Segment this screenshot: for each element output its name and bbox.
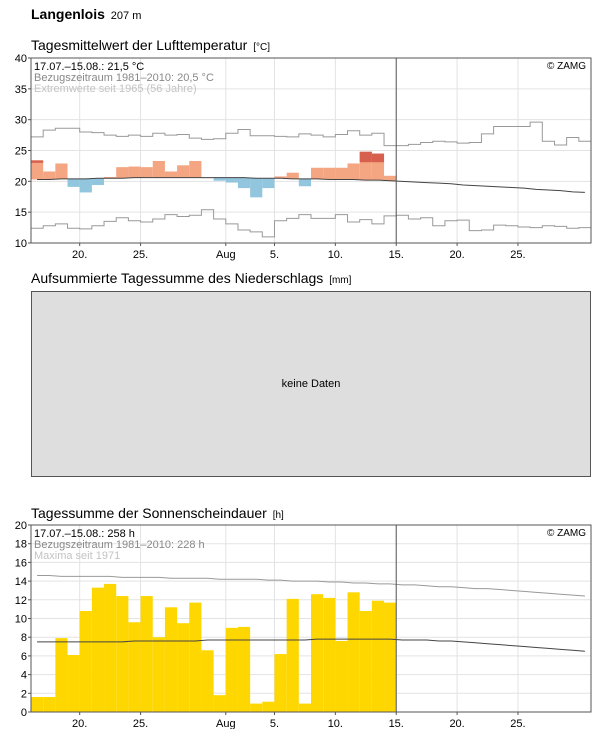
sun-bar bbox=[360, 611, 372, 712]
sun-bar bbox=[43, 697, 55, 712]
temp-bar bbox=[80, 179, 92, 193]
temp-bar bbox=[348, 163, 360, 179]
sun-info-3: Maxima seit 1971 bbox=[34, 550, 120, 562]
sun-bar bbox=[55, 638, 67, 712]
sun-bar bbox=[153, 637, 165, 712]
temp-bar bbox=[153, 161, 165, 178]
sun-bar bbox=[68, 655, 80, 712]
temp-xtick-label: 25. bbox=[133, 249, 148, 261]
sun-xtick-label: 10. bbox=[328, 718, 343, 729]
sun-bar bbox=[287, 599, 299, 712]
temp-bar bbox=[384, 176, 396, 181]
temp-bar bbox=[287, 173, 299, 179]
temp-bar bbox=[335, 168, 347, 180]
temp-bar bbox=[262, 178, 274, 188]
temp-xtick-label: 5. bbox=[270, 249, 279, 261]
temp-copyright: © ZAMG bbox=[547, 61, 586, 72]
temp-bar bbox=[31, 160, 43, 179]
temp-xtick-label: 15. bbox=[389, 249, 404, 261]
sun-bar bbox=[177, 623, 189, 712]
temp-ytick-label: 40 bbox=[15, 53, 27, 65]
sun-ytick-label: 14 bbox=[15, 576, 27, 588]
sun-xtick-label: 20. bbox=[449, 718, 464, 729]
temp-bar bbox=[128, 167, 140, 178]
temp-bar bbox=[250, 178, 262, 197]
temp-bar bbox=[116, 167, 128, 178]
temp-bar bbox=[92, 178, 104, 185]
sun-bar bbox=[384, 603, 396, 712]
sun-xtick-label: 25. bbox=[510, 718, 525, 729]
sun-bar bbox=[31, 697, 43, 712]
sun-ytick-label: 6 bbox=[21, 651, 27, 663]
sun-ytick-label: 16 bbox=[15, 557, 27, 569]
sun-bar bbox=[335, 641, 347, 712]
temp-bar bbox=[68, 179, 80, 187]
sun-xtick-label: 25. bbox=[133, 718, 148, 729]
temp-bar bbox=[189, 161, 201, 178]
sun-ytick-label: 18 bbox=[15, 539, 27, 551]
sun-ytick-label: 0 bbox=[21, 707, 27, 719]
temp-xtick-label: 25. bbox=[510, 249, 525, 261]
temp-ytick-label: 15 bbox=[15, 207, 27, 219]
temp-bar bbox=[226, 178, 238, 183]
sun-xtick-label: Aug bbox=[216, 718, 236, 729]
temp-bar bbox=[141, 167, 153, 177]
temp-bar-cap bbox=[372, 154, 384, 163]
temp-bar bbox=[165, 171, 177, 177]
sun-bar bbox=[311, 594, 323, 712]
sun-bar bbox=[201, 650, 213, 712]
temp-bar bbox=[55, 163, 67, 178]
temp-ytick-label: 20 bbox=[15, 176, 27, 188]
sun-xtick-label: 15. bbox=[389, 718, 404, 729]
temp-bar bbox=[238, 178, 250, 188]
sun-bar bbox=[141, 596, 153, 712]
sun-bar bbox=[104, 584, 116, 712]
temp-xtick-label: 20. bbox=[72, 249, 87, 261]
sun-ytick-label: 4 bbox=[21, 670, 27, 682]
temp-bar bbox=[177, 165, 189, 177]
temp-bar bbox=[323, 168, 335, 180]
sun-bar bbox=[92, 588, 104, 712]
sun-bar bbox=[128, 622, 140, 712]
sun-bar bbox=[348, 592, 360, 712]
sun-bar bbox=[323, 598, 335, 712]
sun-bar bbox=[214, 695, 226, 712]
sun-ytick-label: 20 bbox=[15, 520, 27, 532]
temp-bar bbox=[43, 171, 55, 179]
temp-ytick-label: 35 bbox=[15, 84, 27, 96]
temp-info-3: Extremwerte seit 1965 (56 Jahre) bbox=[34, 83, 197, 95]
temp-xtick-label: 10. bbox=[328, 249, 343, 261]
temp-ytick-label: 25 bbox=[15, 146, 27, 158]
sun-bar bbox=[165, 607, 177, 712]
temp-ytick-label: 10 bbox=[15, 238, 27, 250]
sun-xtick-label: 20. bbox=[72, 718, 87, 729]
temp-bar-cap bbox=[360, 152, 372, 162]
sun-bar bbox=[262, 702, 274, 712]
temp-bar bbox=[311, 168, 323, 179]
temp-bar-cap bbox=[31, 160, 43, 162]
sun-ytick-label: 12 bbox=[15, 595, 27, 607]
temp-ytick-label: 30 bbox=[15, 115, 27, 127]
temp-xtick-label: Aug bbox=[216, 249, 236, 261]
sun-bar bbox=[250, 704, 262, 712]
sun-bar bbox=[299, 704, 311, 712]
temp-xtick-label: 20. bbox=[449, 249, 464, 261]
sun-xtick-label: 5. bbox=[270, 718, 279, 729]
sun-bar bbox=[274, 654, 286, 712]
sun-ytick-label: 8 bbox=[21, 632, 27, 644]
sun-ytick-label: 10 bbox=[15, 614, 27, 626]
sun-ytick-label: 2 bbox=[21, 688, 27, 700]
sun-bar bbox=[116, 596, 128, 712]
sun-bar bbox=[372, 601, 384, 712]
temp-bar bbox=[299, 179, 311, 186]
sun-bar bbox=[80, 611, 92, 712]
sun-copyright: © ZAMG bbox=[547, 528, 586, 539]
sun-bar bbox=[189, 603, 201, 712]
